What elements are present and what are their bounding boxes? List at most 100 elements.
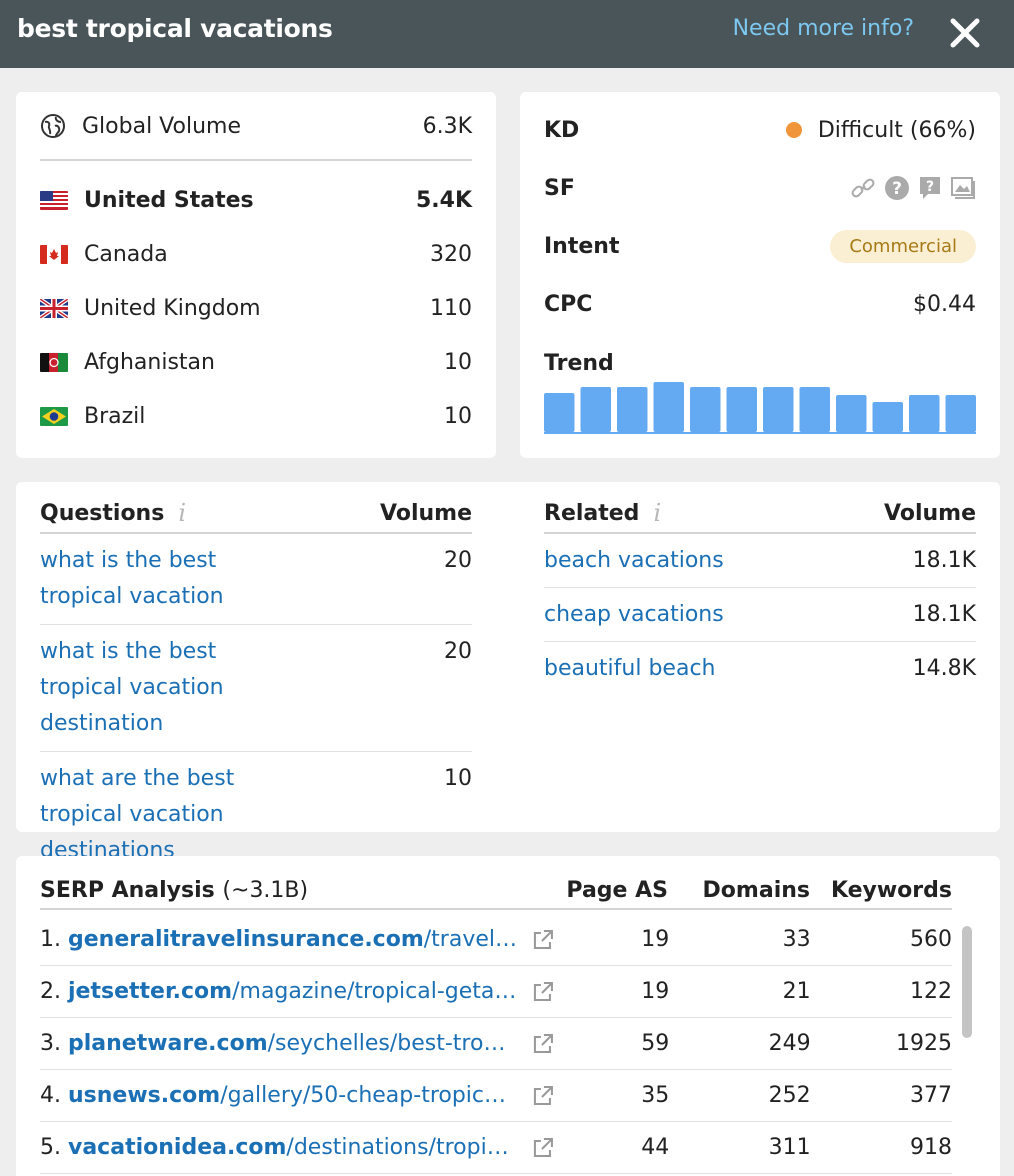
keywords-header[interactable]: Keywords bbox=[830, 877, 952, 903]
related-link[interactable]: beautiful beach bbox=[544, 656, 716, 681]
question-bubble-icon[interactable]: ? bbox=[918, 175, 942, 201]
br-flag-icon bbox=[40, 406, 68, 426]
question-item: what is the best tropical vacation 20 bbox=[40, 534, 472, 625]
question-volume: 10 bbox=[444, 766, 472, 791]
page-as-value: 44 bbox=[641, 1135, 670, 1160]
related-volume-header: Volume bbox=[884, 500, 976, 526]
serp-url-link[interactable]: 2. jetsetter.com/magazine/tropical-getaw… bbox=[40, 979, 518, 1004]
scrollbar[interactable] bbox=[962, 926, 972, 1038]
sf-row: SF ? ? bbox=[544, 170, 976, 206]
serp-url-link[interactable]: 4. usnews.com/gallery/50-cheap-tropical-… bbox=[40, 1083, 518, 1108]
trend-row: Trend bbox=[544, 345, 976, 381]
trend-bar bbox=[836, 395, 867, 432]
cpc-value: $0.44 bbox=[913, 291, 976, 317]
close-icon[interactable] bbox=[946, 14, 984, 52]
external-link-icon[interactable] bbox=[528, 980, 558, 1004]
svg-text:?: ? bbox=[926, 179, 934, 195]
uk-flag-icon bbox=[40, 298, 68, 318]
trend-label: Trend bbox=[544, 350, 614, 376]
page-as-value: 59 bbox=[641, 1031, 670, 1056]
serp-url-link[interactable]: 1. generalitravelinsurance.com/travel-re… bbox=[40, 927, 518, 952]
related-volume: 18.1K bbox=[912, 601, 976, 627]
domains-header[interactable]: Domains bbox=[702, 877, 810, 903]
serp-domain: planetware.com bbox=[68, 1031, 268, 1056]
serp-row: 4. usnews.com/gallery/50-cheap-tropical-… bbox=[40, 1070, 952, 1122]
svg-text:?: ? bbox=[892, 179, 902, 199]
domains-value: 249 bbox=[768, 1031, 811, 1056]
serp-domain: usnews.com bbox=[68, 1083, 221, 1108]
external-link-icon[interactable] bbox=[528, 1032, 558, 1056]
kd-row: KD Difficult (66%) bbox=[544, 112, 976, 148]
serp-url-link[interactable]: 3. planetware.com/seychelles/best-tropic… bbox=[40, 1031, 518, 1056]
keywords-value: 918 bbox=[910, 1135, 952, 1160]
country-volume: 5.4K bbox=[415, 187, 472, 213]
need-more-info-link[interactable]: Need more info? bbox=[732, 16, 914, 41]
country-name: United Kingdom bbox=[84, 295, 261, 321]
country-row[interactable]: United Kingdom 110 bbox=[40, 290, 472, 326]
questions-related-card: Questions i Volume what is the best tropi… bbox=[16, 482, 1000, 863]
related-link[interactable]: cheap vacations bbox=[544, 601, 724, 627]
serp-path: /seychelles/best-tropical-vacations bbox=[267, 1031, 518, 1056]
question-link[interactable]: what are the best tropical vacation dest… bbox=[40, 766, 235, 863]
image-icon[interactable] bbox=[950, 175, 976, 201]
keywords-value: 560 bbox=[910, 927, 952, 952]
serp-rank: 4. bbox=[40, 1083, 61, 1108]
page-as-value: 35 bbox=[641, 1083, 670, 1108]
country-row[interactable]: Afghanistan 10 bbox=[40, 344, 472, 380]
link-icon[interactable] bbox=[850, 175, 876, 201]
trend-baseline bbox=[544, 432, 976, 434]
us-flag-icon bbox=[40, 190, 68, 210]
page-as-header[interactable]: Page AS bbox=[566, 877, 668, 903]
country-volume: 320 bbox=[430, 241, 472, 267]
serp-rank: 1. bbox=[40, 927, 61, 952]
metrics-card: KD Difficult (66%) SF ? ? Intent Commerc… bbox=[520, 92, 1000, 458]
country-volume: 10 bbox=[444, 349, 472, 375]
serp-rank: 5. bbox=[40, 1135, 61, 1160]
trend-bar bbox=[909, 395, 940, 432]
intent-row: Intent Commercial bbox=[544, 228, 976, 264]
serp-path: /travel-resources/best-tropical-vacation… bbox=[423, 927, 518, 952]
domains-value: 33 bbox=[782, 927, 811, 952]
kd-value: Difficult (66%) bbox=[817, 117, 976, 143]
serp-row: 5. vacationidea.com/destinations/tropica… bbox=[40, 1122, 952, 1174]
serp-row: 2. jetsetter.com/magazine/tropical-getaw… bbox=[40, 966, 952, 1018]
question-item: what is the best tropical vacation desti… bbox=[40, 625, 472, 752]
serp-rank: 2. bbox=[40, 979, 61, 1004]
country-name: Afghanistan bbox=[84, 349, 215, 375]
country-row[interactable]: United States 5.4K bbox=[40, 182, 472, 218]
serp-header: SERP Analysis (~3.1B) Page AS Domains Ke… bbox=[40, 872, 952, 910]
country-row[interactable]: Canada 320 bbox=[40, 236, 472, 272]
trend-bar bbox=[799, 387, 830, 432]
info-icon[interactable]: i bbox=[653, 499, 662, 527]
external-link-icon[interactable] bbox=[528, 1084, 558, 1108]
serp-subtitle: (~3.1B) bbox=[222, 877, 309, 903]
trend-bar bbox=[544, 393, 575, 432]
country-name: Canada bbox=[84, 241, 168, 267]
external-link-icon[interactable] bbox=[528, 1136, 558, 1160]
questions-title: Questions bbox=[40, 500, 165, 526]
serp-analysis-card: SERP Analysis (~3.1B) Page AS Domains Ke… bbox=[16, 856, 1000, 1176]
keywords-value: 122 bbox=[910, 979, 952, 1004]
question-link[interactable]: what is the best tropical vacation desti… bbox=[40, 639, 224, 736]
serp-url-link[interactable]: 5. vacationidea.com/destinations/tropica… bbox=[40, 1135, 518, 1160]
domains-value: 252 bbox=[768, 1083, 811, 1108]
related-link[interactable]: beach vacations bbox=[544, 547, 724, 573]
external-link-icon[interactable] bbox=[528, 928, 558, 952]
trend-bar bbox=[763, 387, 794, 432]
serp-domain: generalitravelinsurance.com bbox=[68, 927, 424, 952]
global-volume-value: 6.3K bbox=[422, 113, 472, 139]
serp-row: 3. planetware.com/seychelles/best-tropic… bbox=[40, 1018, 952, 1070]
question-icon[interactable]: ? bbox=[884, 175, 910, 201]
serp-path: /destinations/tropical-vacations bbox=[286, 1135, 518, 1160]
domains-value: 311 bbox=[768, 1135, 811, 1160]
trend-chart bbox=[544, 382, 976, 434]
ca-flag-icon bbox=[40, 244, 68, 264]
question-volume: 20 bbox=[444, 548, 472, 573]
country-row[interactable]: Brazil 10 bbox=[40, 398, 472, 434]
related-volume: 14.8K bbox=[912, 656, 976, 681]
question-link[interactable]: what is the best tropical vacation bbox=[40, 548, 224, 609]
info-icon[interactable]: i bbox=[178, 499, 186, 527]
serp-rank: 3. bbox=[40, 1031, 61, 1056]
cpc-label: CPC bbox=[544, 291, 593, 317]
keywords-value: 377 bbox=[910, 1083, 952, 1108]
